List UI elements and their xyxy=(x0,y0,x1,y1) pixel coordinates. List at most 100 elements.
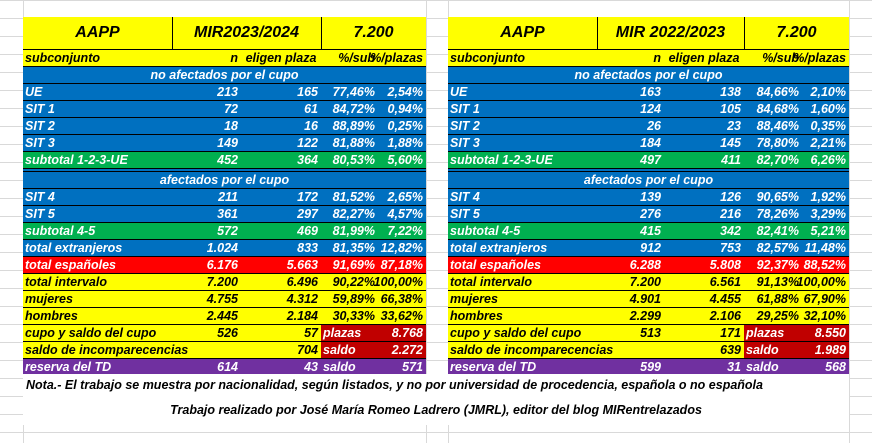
section-label: afectados por el cupo xyxy=(159,172,290,187)
data-cell: 124 xyxy=(640,101,661,116)
data-cell: SIT 4 xyxy=(450,189,480,204)
title-period: MIR2023/2024 xyxy=(194,24,299,41)
total-extranjeros-row: total extranjeros 912 753 82,57% 11,48% xyxy=(448,240,849,257)
mujeres-row-col-1: 4.755 xyxy=(206,291,238,306)
data-cell: UE xyxy=(450,84,468,99)
header-3: %/sub xyxy=(338,50,375,65)
incomp-label: saldo de incomparecencias xyxy=(450,342,614,357)
reserva-n: 614 xyxy=(217,359,238,374)
total-espanoles-row-col-0: total españoles xyxy=(25,257,116,272)
data-cell: 61 xyxy=(304,101,318,116)
mujeres-row-col-2: 4.312 xyxy=(286,291,318,306)
header-4: %/plazas xyxy=(793,50,846,65)
mujeres-row-col-0: mujeres xyxy=(25,291,73,306)
data-row: SIT 5 361 297 82,27% 4,57% xyxy=(23,206,426,223)
data-row: SIT 2 18 16 88,89% 0,25% xyxy=(23,118,426,135)
data-cell: 1,88% xyxy=(387,135,423,150)
mujeres-row-col-3: 59,89% xyxy=(332,291,375,306)
total-espanoles-row-col-3: 92,37% xyxy=(756,257,799,272)
total-intervalo-row-col-1: 7.200 xyxy=(206,274,238,289)
data-cell: 138 xyxy=(720,84,741,99)
data-cell: SIT 3 xyxy=(450,135,480,150)
incomp-saldo-value: 2.272 xyxy=(378,342,426,358)
data-cell: 145 xyxy=(720,135,741,150)
section-label: afectados por el cupo xyxy=(583,172,714,187)
title-period: MIR 2022/2023 xyxy=(615,24,726,41)
header-4: %/plazas xyxy=(370,50,423,65)
hombres-row-col-1: 2.299 xyxy=(629,308,661,323)
cupo-n: 513 xyxy=(640,325,661,340)
divider xyxy=(172,17,173,49)
mujeres-row-col-0: mujeres xyxy=(450,291,498,306)
cupo-eligen: 171 xyxy=(720,325,741,340)
credit-text: Trabajo realizado por José María Romeo L… xyxy=(23,395,849,425)
section-row: afectados por el cupo xyxy=(23,172,426,189)
reserva-eligen: 43 xyxy=(304,359,318,374)
title-total: 7.200 xyxy=(353,24,394,41)
data-cell: 88,89% xyxy=(332,118,375,133)
divider xyxy=(597,17,598,49)
data-cell: 163 xyxy=(640,84,661,99)
total-espanoles-row-col-3: 91,69% xyxy=(332,257,375,272)
total-espanoles-row-col-2: 5.808 xyxy=(709,257,741,272)
mujeres-row: mujeres 4.901 4.455 61,88% 67,90% xyxy=(448,291,849,308)
subtotal-1-2-3-ue-row-col-1: 497 xyxy=(640,152,661,167)
data-row: UE 213 165 77,46% 2,54% xyxy=(23,84,426,101)
data-row: SIT 3 149 122 81,88% 1,88% xyxy=(23,135,426,152)
total-extranjeros-row-col-1: 1.024 xyxy=(206,240,238,255)
total-intervalo-row-col-3: 91,13% xyxy=(756,274,799,289)
hombres-row-col-1: 2.445 xyxy=(206,308,238,323)
total-intervalo-row: total intervalo 7.200 6.496 90,22% 100,00% xyxy=(23,274,426,291)
data-cell: 211 xyxy=(218,189,238,204)
incomp-saldo-label: saldo xyxy=(321,342,378,358)
total-extranjeros-row-col-0: total extranjeros xyxy=(450,240,548,255)
total-espanoles-row-col-2: 5.663 xyxy=(286,257,318,272)
data-cell: SIT 3 xyxy=(25,135,55,150)
hombres-row-col-2: 2.184 xyxy=(286,308,318,323)
data-cell: 84,72% xyxy=(332,101,375,116)
data-cell: 16 xyxy=(304,118,318,133)
total-intervalo-row-col-1: 7.200 xyxy=(629,274,661,289)
subtotal-1-2-3-ue-row-col-1: 452 xyxy=(217,152,238,167)
header-0: subconjunto xyxy=(450,50,525,65)
subtotal-4-5-row-col-1: 415 xyxy=(640,223,661,238)
total-espanoles-row-col-0: total españoles xyxy=(450,257,541,272)
section-label: no afectados por el cupo xyxy=(150,67,299,82)
total-extranjeros-row-col-3: 82,57% xyxy=(756,240,799,255)
cupo-label: cupo y saldo del cupo xyxy=(450,325,582,340)
divider xyxy=(321,17,322,49)
data-row: UE 163 138 84,66% 2,10% xyxy=(448,84,849,101)
hombres-row-col-4: 32,10% xyxy=(803,308,846,323)
spacer-row xyxy=(23,169,426,172)
hombres-row-col-3: 30,33% xyxy=(332,308,375,323)
total-espanoles-row-col-1: 6.288 xyxy=(629,257,661,272)
data-cell: 184 xyxy=(640,135,661,150)
incomp-value: 704 xyxy=(297,342,318,357)
reserva-saldo-label: saldo xyxy=(746,359,779,374)
data-cell: 18 xyxy=(224,118,238,133)
incomp-value: 639 xyxy=(720,342,741,357)
reserva-eligen: 31 xyxy=(727,359,741,374)
data-cell: 165 xyxy=(297,84,318,99)
data-cell: 82,27% xyxy=(332,206,375,221)
subtotal-1-2-3-ue-row-col-3: 80,53% xyxy=(332,152,375,167)
data-cell: 1,60% xyxy=(810,101,846,116)
total-intervalo-row-col-4: 100,00% xyxy=(796,274,846,289)
subtotal-1-2-3-ue-row: subtotal 1-2-3-UE 497 411 82,70% 6,26% xyxy=(448,152,849,169)
incomparecencias-row: saldo de incomparecencias 704 saldo 2.272 xyxy=(23,342,426,359)
data-cell: 3,29% xyxy=(810,206,846,221)
subtotal-4-5-row: subtotal 4-5 572 469 81,99% 7,22% xyxy=(23,223,426,240)
subtotal-1-2-3-ue-row-col-3: 82,70% xyxy=(756,152,799,167)
mujeres-row-col-4: 66,38% xyxy=(380,291,423,306)
cupo-n: 526 xyxy=(217,325,238,340)
data-cell: UE xyxy=(25,84,43,99)
data-cell: 126 xyxy=(720,189,741,204)
data-cell: 78,80% xyxy=(756,135,799,150)
total-intervalo-row-col-0: total intervalo xyxy=(450,274,532,289)
data-cell: SIT 5 xyxy=(25,206,55,221)
reserva-label: reserva del TD xyxy=(450,359,537,374)
divider xyxy=(744,17,745,49)
section-row: no afectados por el cupo xyxy=(23,67,426,84)
total-extranjeros-row-col-2: 753 xyxy=(720,240,741,255)
data-cell: 2,65% xyxy=(387,189,423,204)
